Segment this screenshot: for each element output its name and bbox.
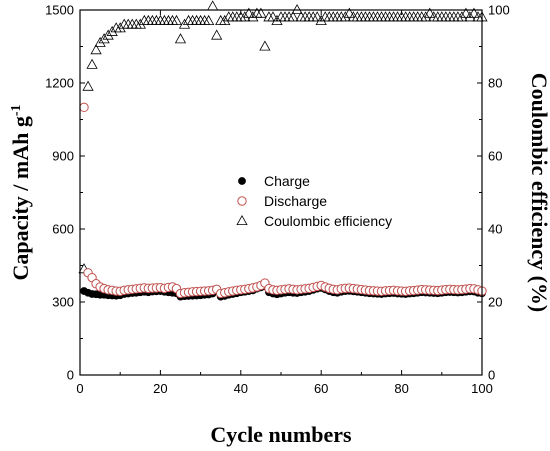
y-left-tick-label: 300 (52, 295, 74, 310)
efficiency-point (211, 29, 223, 40)
efficiency-point (170, 14, 183, 25)
efficiency-point (247, 11, 259, 22)
efficiency-point (174, 33, 187, 44)
efficiency-point (343, 7, 355, 18)
y-left-tick-label: 1500 (45, 3, 74, 18)
legend-marker-1 (237, 196, 247, 206)
efficiency-point (178, 18, 191, 29)
legend-marker-2 (236, 214, 248, 226)
efficiency-point (82, 80, 94, 91)
efficiency-point (315, 14, 327, 25)
y-left-tick-label: 900 (52, 149, 74, 164)
efficiency-point (134, 18, 146, 29)
efficiency-point (102, 29, 114, 40)
x-tick-label: 80 (394, 381, 408, 396)
efficiency-point (106, 25, 118, 36)
efficiency-point (90, 44, 102, 55)
x-tick-label: 40 (234, 381, 248, 396)
efficiency-point (86, 58, 98, 69)
x-tick-label: 0 (76, 381, 83, 396)
y-right-tick-label: 0 (488, 368, 495, 383)
y-right-tick-label: 80 (488, 76, 502, 91)
legend-label: Coulombic efficiency (264, 213, 392, 229)
efficiency-point (259, 40, 271, 51)
efficiency-point (114, 22, 126, 33)
x-axis-title: Cycle numbers (210, 422, 352, 447)
y-left-tick-label: 600 (52, 222, 74, 237)
efficiency-point (468, 7, 480, 18)
efficiency-point (207, 0, 219, 11)
x-tick-label: 100 (471, 381, 493, 396)
efficiency-point (94, 36, 106, 47)
legend-label: Charge (264, 173, 310, 189)
plot-layer (78, 0, 488, 301)
y-axis-left-title-superscript: -1 (9, 104, 24, 116)
legend-label: Discharge (264, 193, 327, 209)
efficiency-point (424, 7, 436, 18)
efficiency-point (203, 14, 215, 25)
efficiency-point (291, 3, 303, 15)
efficiency-point (339, 11, 351, 22)
y-axis-left-title: Capacity / mAh g-1 (8, 104, 33, 280)
ticks-layer: 0 20 40 60 80 1000300600900120015000204060801… (45, 3, 510, 397)
legend: Charge Discharge Coulombic efficiency (236, 173, 392, 229)
efficiency-point (243, 7, 255, 18)
y-right-tick-label: 60 (488, 149, 502, 164)
efficiency-point (287, 11, 299, 22)
efficiency-point (267, 11, 279, 22)
y-axis-left-title-main: Capacity / mAh g (8, 116, 33, 280)
efficiency-point (456, 11, 468, 22)
efficiency-point (420, 11, 432, 22)
legend-marker-0 (238, 177, 246, 185)
x-tick-label: 60 (314, 381, 328, 396)
y-right-tick-label: 100 (488, 3, 510, 18)
series-coulombic-efficiency (78, 0, 488, 274)
discharge-point (79, 102, 89, 113)
y-left-tick-label: 1200 (45, 76, 74, 91)
efficiency-point (271, 14, 283, 25)
efficiency-point (239, 11, 251, 22)
efficiency-point (219, 14, 231, 25)
efficiency-point (255, 7, 267, 18)
series-discharge (79, 102, 487, 299)
y-right-tick-label: 40 (488, 222, 502, 237)
y-right-tick-label: 20 (488, 295, 502, 310)
efficiency-point (98, 33, 110, 44)
y-axis-right-title: Coulombic efficiency (%) (527, 73, 550, 313)
efficiency-point (460, 7, 472, 18)
x-tick-label: 20 (153, 381, 167, 396)
y-left-tick-label: 0 (67, 368, 74, 383)
efficiency-point (464, 11, 476, 22)
efficiency-point (311, 11, 323, 22)
